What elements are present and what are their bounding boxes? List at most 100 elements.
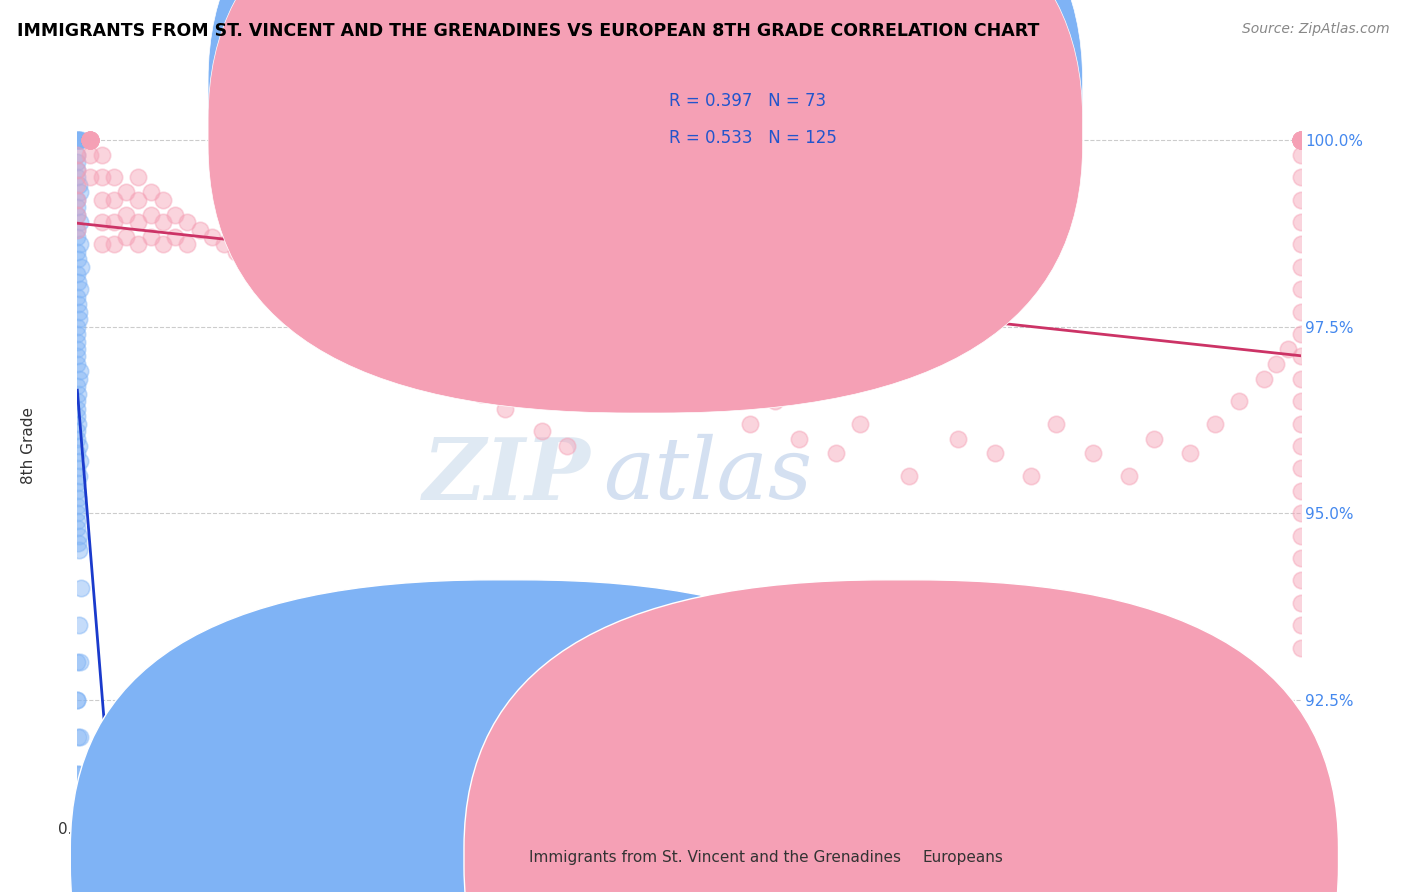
Point — [66, 656, 89, 670]
Point — [1289, 304, 1312, 318]
Point — [69, 237, 91, 252]
Point — [66, 692, 89, 706]
Point — [67, 372, 90, 386]
Point — [1289, 260, 1312, 274]
Point — [79, 133, 101, 147]
Point — [1289, 350, 1312, 364]
Point — [66, 514, 89, 528]
Point — [1289, 133, 1312, 147]
Point — [66, 386, 89, 401]
Point — [212, 237, 235, 252]
Point — [115, 230, 138, 244]
Point — [66, 424, 89, 438]
Point — [103, 170, 125, 185]
Point — [1265, 357, 1288, 371]
Point — [66, 133, 89, 147]
Point — [66, 805, 89, 819]
Point — [1143, 432, 1166, 446]
Point — [66, 394, 89, 409]
Point — [67, 133, 90, 147]
Point — [128, 193, 150, 207]
Point — [152, 215, 174, 229]
Point — [311, 297, 333, 311]
Point — [238, 252, 260, 267]
Point — [1289, 326, 1312, 341]
Point — [1289, 133, 1312, 147]
Text: IMMIGRANTS FROM ST. VINCENT AND THE GRENADINES VS EUROPEAN 8TH GRADE CORRELATION: IMMIGRANTS FROM ST. VINCENT AND THE GREN… — [17, 22, 1039, 40]
Point — [66, 506, 89, 520]
Point — [1289, 148, 1312, 162]
Point — [1289, 133, 1312, 147]
Point — [66, 275, 89, 289]
Point — [66, 536, 89, 550]
Point — [1289, 133, 1312, 147]
Point — [66, 319, 89, 334]
Point — [90, 170, 112, 185]
Point — [66, 326, 89, 341]
Point — [66, 133, 89, 147]
Point — [69, 730, 91, 744]
Point — [849, 417, 872, 431]
Point — [176, 215, 198, 229]
Point — [298, 290, 321, 304]
Point — [66, 244, 89, 259]
Point — [66, 222, 89, 236]
Point — [1204, 417, 1226, 431]
Point — [66, 692, 89, 706]
Point — [66, 133, 89, 147]
Point — [287, 282, 309, 296]
Point — [1118, 468, 1140, 483]
Point — [69, 133, 91, 147]
Point — [787, 432, 810, 446]
Text: Europeans: Europeans — [922, 850, 1004, 864]
Point — [79, 133, 101, 147]
Point — [66, 162, 89, 177]
Point — [1289, 439, 1312, 453]
Point — [555, 439, 578, 453]
Point — [69, 260, 91, 274]
Point — [128, 170, 150, 185]
Point — [79, 170, 101, 185]
Point — [66, 730, 89, 744]
Point — [165, 208, 187, 222]
Point — [1289, 483, 1312, 498]
Point — [1289, 618, 1312, 632]
Point — [1289, 133, 1312, 147]
Point — [69, 656, 91, 670]
Point — [335, 312, 357, 326]
Point — [69, 282, 91, 296]
Point — [69, 581, 91, 595]
Point — [946, 432, 969, 446]
Point — [1289, 551, 1312, 566]
Point — [79, 133, 101, 147]
Point — [1289, 133, 1312, 147]
Point — [67, 439, 90, 453]
Point — [470, 386, 492, 401]
Point — [763, 394, 786, 409]
Point — [1289, 133, 1312, 147]
Point — [176, 237, 198, 252]
Point — [103, 237, 125, 252]
Point — [605, 372, 627, 386]
Point — [79, 133, 101, 147]
Text: R = 0.533   N = 125: R = 0.533 N = 125 — [669, 129, 837, 147]
Point — [1289, 133, 1312, 147]
Point — [1289, 133, 1312, 147]
Point — [152, 237, 174, 252]
Point — [740, 417, 762, 431]
Point — [90, 148, 112, 162]
Point — [495, 401, 517, 416]
Point — [66, 409, 89, 424]
Point — [67, 491, 90, 506]
Point — [139, 186, 162, 200]
Point — [67, 543, 90, 558]
Point — [66, 290, 89, 304]
Point — [69, 805, 91, 819]
Point — [371, 334, 394, 349]
Point — [1277, 342, 1299, 356]
Point — [90, 193, 112, 207]
Point — [898, 468, 921, 483]
Text: ZIP: ZIP — [423, 434, 591, 517]
Point — [628, 357, 651, 371]
Text: atlas: atlas — [603, 434, 813, 516]
